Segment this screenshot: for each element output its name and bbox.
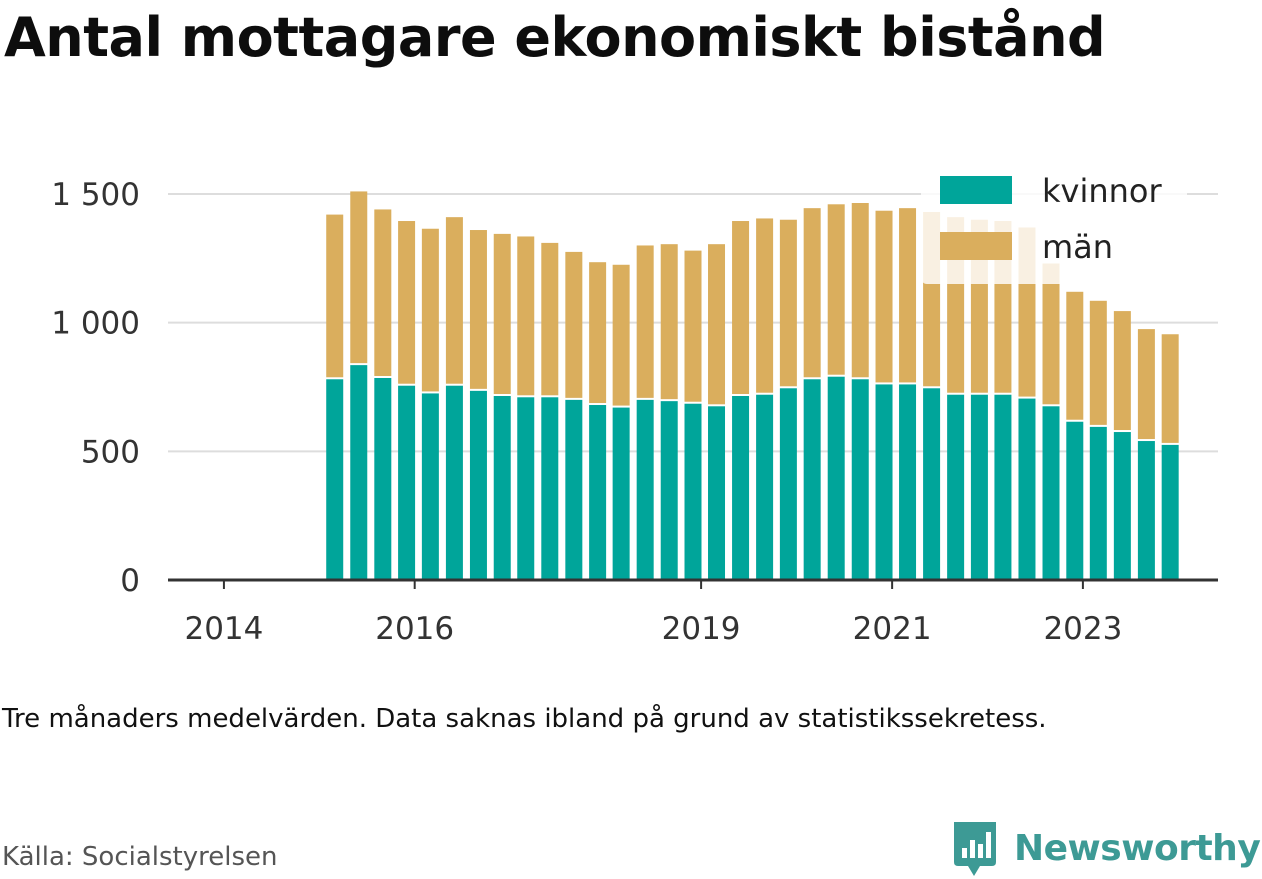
bar-kvinnor: [1137, 441, 1155, 580]
bar-kvinnor: [636, 399, 654, 580]
bar-man: [326, 214, 344, 378]
x-tick-label: 2016: [375, 611, 454, 647]
bar-man: [1089, 300, 1107, 425]
bar-kvinnor: [756, 394, 774, 580]
bar-kvinnor: [732, 396, 750, 580]
bar-man: [421, 228, 439, 392]
stacked-bar-chart: 0 500 1 000 1 500 2014 2016 2019 2021 2023 kvinn…: [51, 166, 1218, 647]
bar-kvinnor: [1018, 398, 1036, 580]
bar-man: [350, 191, 368, 364]
bar-man: [565, 251, 583, 398]
bar-kvinnor: [779, 388, 797, 580]
bar-kvinnor: [851, 379, 869, 580]
y-tick-label: 1 500: [51, 177, 140, 213]
bar-kvinnor: [469, 390, 487, 580]
y-tick-label: 500: [81, 434, 140, 470]
bar-kvinnor: [612, 407, 630, 580]
legend-label: kvinnor: [1042, 172, 1163, 210]
bar-man: [732, 221, 750, 395]
bar-man: [1161, 334, 1179, 443]
legend-label: män: [1042, 228, 1113, 266]
bar-kvinnor: [1161, 444, 1179, 580]
bar-man: [851, 203, 869, 378]
bar-kvinnor: [421, 393, 439, 580]
bar-man: [541, 242, 559, 396]
bar-man: [1066, 291, 1084, 420]
bar-man: [589, 262, 607, 404]
bar-man: [708, 244, 726, 405]
x-tick-label: 2014: [184, 611, 263, 647]
brand-name: Newsworthy: [1014, 827, 1261, 869]
bar-man: [636, 245, 654, 398]
bar-kvinnor: [493, 396, 511, 580]
bar-kvinnor: [350, 365, 368, 580]
x-tick-label: 2023: [1043, 611, 1122, 647]
bar-kvinnor: [326, 379, 344, 580]
bar-man: [803, 208, 821, 378]
bar-kvinnor: [517, 397, 535, 580]
bar-man: [660, 244, 678, 400]
newsworthy-logo: Newsworthy: [950, 818, 1261, 878]
bar-kvinnor: [398, 385, 416, 580]
bar-man: [779, 219, 797, 387]
bar-man: [398, 221, 416, 384]
x-tick-label: 2021: [853, 611, 932, 647]
bar-kvinnor: [374, 377, 392, 580]
bar-kvinnor: [660, 401, 678, 580]
chart-title: Antal mottagare ekonomiskt bistånd: [4, 6, 1106, 69]
bar-kvinnor: [1042, 406, 1060, 580]
legend-swatch: [940, 176, 1012, 204]
bar-man: [827, 204, 845, 375]
bar-kvinnor: [923, 388, 941, 580]
bar-kvinnor: [684, 403, 702, 580]
bar-kvinnor: [708, 406, 726, 580]
bar-kvinnor: [1113, 432, 1131, 580]
bar-kvinnor: [445, 385, 463, 580]
bar-kvinnor: [1089, 426, 1107, 580]
legend-swatch: [940, 232, 1012, 260]
chart-note: Tre månaders medelvärden. Data saknas ib…: [2, 704, 1047, 734]
bar-man: [1042, 263, 1060, 405]
axes: 0 500 1 000 1 500 2014 2016 2019 2021 2023: [51, 177, 1218, 647]
x-tick-label: 2019: [662, 611, 741, 647]
bar-kvinnor: [589, 405, 607, 580]
bar-man: [517, 236, 535, 396]
bar-man: [1113, 311, 1131, 431]
newsworthy-logo-icon: [954, 822, 996, 876]
bar-man: [445, 217, 463, 384]
bar-man: [899, 208, 917, 383]
bar-man: [1137, 329, 1155, 440]
bars: [326, 191, 1179, 580]
bar-kvinnor: [827, 376, 845, 580]
bar-man: [875, 210, 893, 383]
bar-kvinnor: [899, 384, 917, 580]
y-tick-label: 1 000: [51, 306, 140, 342]
bar-kvinnor: [947, 394, 965, 580]
bar-kvinnor: [1066, 421, 1084, 580]
bar-man: [469, 230, 487, 389]
bar-man: [612, 264, 630, 406]
bar-man: [493, 233, 511, 395]
source-credit: Källa: Socialstyrelsen: [2, 842, 278, 872]
bar-kvinnor: [970, 394, 988, 580]
bar-kvinnor: [994, 394, 1012, 580]
legend: kvinnor män: [921, 166, 1187, 284]
bar-man: [374, 209, 392, 376]
y-tick-label: 0: [120, 563, 140, 599]
bar-kvinnor: [565, 399, 583, 580]
bar-man: [756, 218, 774, 393]
bar-kvinnor: [541, 397, 559, 580]
bar-man: [684, 250, 702, 402]
bar-kvinnor: [875, 384, 893, 580]
bar-kvinnor: [803, 379, 821, 580]
